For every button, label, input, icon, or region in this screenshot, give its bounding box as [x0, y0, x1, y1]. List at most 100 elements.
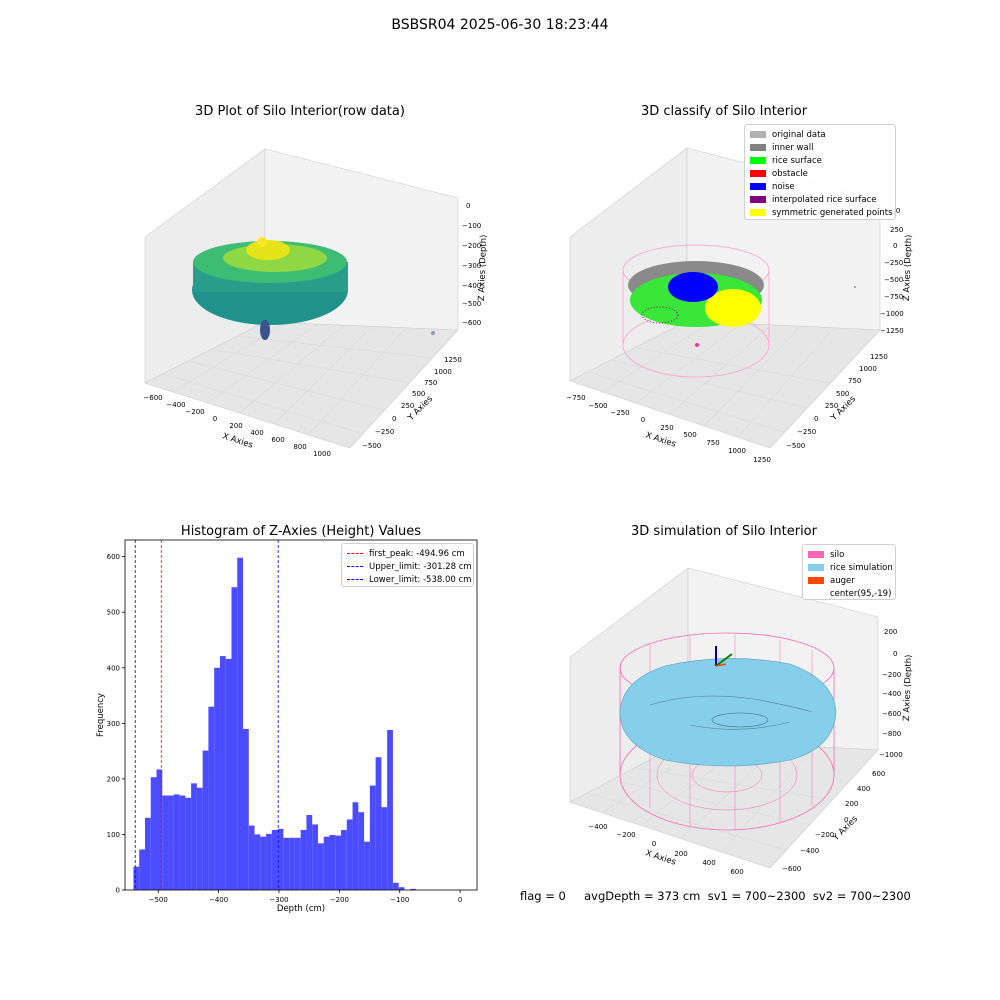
sim-xtick: −200	[616, 831, 635, 839]
histogram-bar	[381, 807, 388, 890]
raw-ytick: 750	[424, 379, 437, 387]
sim-xtick: 400	[702, 859, 715, 867]
histogram-bar	[214, 667, 220, 890]
raw-xtick: 800	[293, 443, 306, 451]
legend-swatch	[750, 157, 766, 164]
legend-label: interpolated rice surface	[772, 194, 877, 205]
histogram-bars	[133, 557, 416, 890]
classify-silo-wireframe	[622, 244, 770, 378]
histogram-ylabel: Frequency	[96, 693, 106, 737]
raw-xtick: −600	[143, 394, 162, 402]
raw-xtick: 0	[213, 415, 217, 423]
classify-silo-top	[622, 244, 770, 296]
sim-rice-depression	[711, 712, 769, 728]
classify-xtick: 250	[660, 424, 673, 432]
classify-ytick: 250	[825, 402, 838, 410]
histogram-legend-item: Upper_limit: -301.28 cm	[347, 560, 472, 573]
histogram-bar	[300, 830, 307, 890]
histogram-bar	[364, 841, 370, 890]
raw-cloud-top	[193, 241, 347, 283]
sim-ylabel: Y Axies	[830, 814, 860, 844]
sim-zlabel: Z Axies (Depth)	[902, 654, 914, 721]
classify-zlabel: Z Axies (Depth)	[902, 234, 914, 301]
histogram-bar	[133, 866, 140, 890]
classify-ztick: −250	[884, 259, 903, 267]
histogram-bar	[317, 843, 324, 890]
classify-inner-wall	[628, 261, 764, 309]
sim-axis-green	[715, 653, 733, 667]
sim-ztick: −800	[882, 730, 901, 738]
classify-xtick: 500	[683, 431, 696, 439]
status-footer: flag = 0 avgDepth = 373 cm sv1 = 700~230…	[520, 889, 911, 903]
legend-label: inner wall	[772, 142, 814, 153]
sim-ytick: 0	[844, 816, 848, 824]
histogram-bar	[369, 785, 376, 890]
sim-rice-contour	[689, 721, 791, 730]
raw-cloud-surface	[223, 244, 327, 272]
simulation-legend-item: auger	[808, 574, 890, 587]
classify-interpolated	[641, 306, 679, 324]
classify-ztick: −1250	[880, 327, 904, 335]
histogram-bar	[208, 706, 215, 890]
histogram-bar	[254, 834, 261, 890]
histogram-bar	[173, 794, 180, 890]
sim-ytick: −600	[782, 865, 801, 873]
legend-label: Upper_limit: -301.28 cm	[369, 561, 472, 572]
figure-suptitle: BSBSR04 2025-06-30 18:23:44	[391, 17, 609, 33]
sim-floor	[569, 739, 879, 869]
classify-floor	[569, 320, 881, 449]
sim-rice-surface	[619, 658, 837, 767]
histogram-bar	[392, 882, 399, 890]
raw-xtick: −200	[185, 408, 204, 416]
sim-ztick: −200	[882, 671, 901, 679]
sim-ytick: −200	[815, 831, 834, 839]
histogram-bar	[289, 837, 295, 890]
histogram-xtick-label: −300	[269, 896, 288, 904]
raw-ztick: −100	[462, 222, 481, 230]
raw-xtick: 200	[229, 422, 242, 430]
classify-xtick: 1250	[753, 456, 771, 464]
sim-silo-wireframe	[619, 632, 835, 831]
simulation-legend-item: silo	[808, 548, 890, 561]
classify-symmetric-points	[705, 289, 761, 327]
raw-ytick: −250	[375, 428, 394, 436]
sim-gridlines	[586, 740, 834, 852]
histogram-bar	[352, 802, 359, 890]
raw-cloud-wall	[193, 262, 348, 292]
sim-ztick: 200	[884, 628, 897, 636]
raw-ytick: 0	[392, 415, 396, 423]
raw-xtick: 600	[271, 436, 284, 444]
histogram-legend: first_peak: -494.96 cm Upper_limit: -301…	[341, 543, 474, 587]
simulation-legend: silo rice simulation auger center(95,-19…	[802, 544, 896, 600]
classify-noise	[668, 272, 718, 302]
sim-silo-bottom-inner2	[691, 757, 763, 793]
histogram-ytick-label: 300	[107, 720, 120, 728]
classify-xtick: −750	[566, 394, 585, 402]
histogram-bar	[150, 777, 157, 890]
sim-auger-axes	[715, 646, 733, 667]
legend-label: silo	[830, 549, 845, 560]
classify-ztick: −750	[884, 293, 903, 301]
histogram-legend-item: Lower_limit: -538.00 cm	[347, 573, 472, 586]
classify-ytick: 0	[814, 415, 818, 423]
sim-xtick: −400	[588, 823, 607, 831]
raw-ytick: −500	[362, 442, 381, 450]
raw-ytick: 1000	[434, 368, 452, 376]
sim-ytick: 400	[857, 785, 870, 793]
raw-ztick: 0	[466, 202, 470, 210]
simulation-legend-item: rice simulation	[808, 561, 893, 574]
histogram-xtick-label: −200	[330, 896, 349, 904]
legend-label: rice surface	[772, 155, 822, 166]
simulation-legend-item: center(95,-19)	[808, 587, 891, 600]
histogram-y-axis: 0 100 200 300 400 500 600	[107, 553, 125, 895]
classify-ytick: 1250	[870, 353, 888, 361]
sim-back-wall-left	[569, 567, 689, 803]
histogram-bar	[346, 819, 353, 890]
legend-label: Lower_limit: -538.00 cm	[369, 574, 472, 585]
sim-ztick: 0	[893, 650, 897, 658]
classify-xtick: 0	[641, 416, 645, 424]
classify-xtick: −500	[588, 402, 607, 410]
classify-center-mark	[695, 343, 699, 347]
raw-back-wall-left	[144, 148, 266, 384]
histogram-ytick-label: 600	[107, 553, 120, 561]
